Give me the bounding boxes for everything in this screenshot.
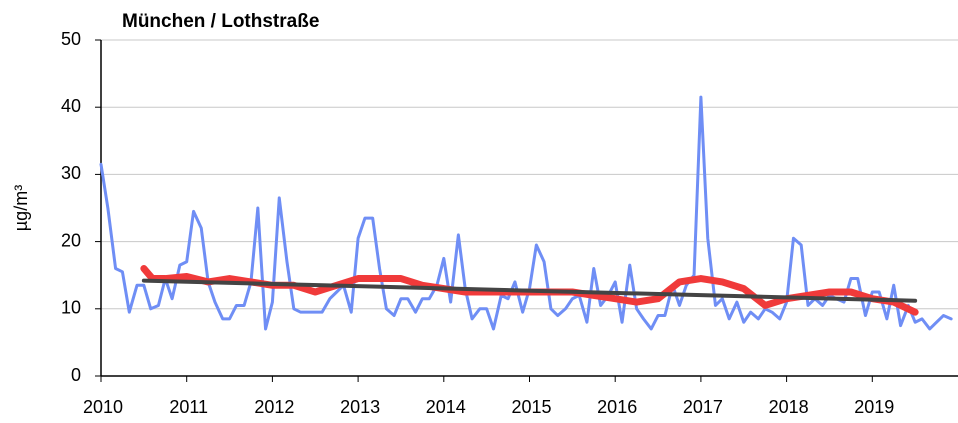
y-tick-label: 40 [61, 96, 81, 116]
x-tick-label: 2017 [683, 397, 723, 417]
x-tick-label: 2010 [83, 397, 123, 417]
x-tick-label: 2013 [340, 397, 380, 417]
x-tick-label: 2014 [426, 397, 466, 417]
x-tick-label: 2018 [769, 397, 809, 417]
x-tick-label: 2019 [854, 397, 894, 417]
x-tick-label: 2016 [597, 397, 637, 417]
y-tick-label: 30 [61, 163, 81, 183]
y-tick-label: 50 [61, 29, 81, 49]
x-tick-label: 2011 [169, 397, 208, 417]
x-tick-label: 2015 [511, 397, 551, 417]
y-tick-label: 0 [71, 365, 81, 385]
y-axis-label: µg/m³ [11, 185, 31, 231]
y-tick-label: 20 [61, 230, 81, 250]
y-tick-label: 10 [61, 298, 81, 318]
x-tick-label: 2012 [254, 397, 294, 417]
line-series [99, 95, 953, 331]
line-series [141, 278, 918, 303]
chart-title: München / Lothstraße [122, 11, 319, 32]
